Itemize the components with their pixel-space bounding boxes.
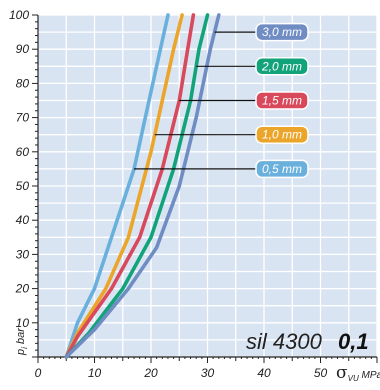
y-tick-label: 20 [15, 282, 30, 296]
x-axis-label: σVU MPa [336, 363, 380, 383]
series-badge [255, 91, 309, 110]
series-badge [255, 57, 309, 76]
product-label: sil 4300 [246, 329, 323, 354]
x-tick-label: 40 [257, 366, 271, 380]
series-badge-label: 2,0 mm [261, 59, 302, 73]
series-line [64, 13, 221, 359]
series-badge-label: 1,5 mm [262, 94, 302, 108]
series-line [64, 13, 210, 359]
x-tick-label: 10 [88, 366, 102, 380]
x-tick-label: 30 [201, 366, 215, 380]
series-badge-label: 1,0 mm [262, 128, 302, 142]
callouts: 0,5 mm 1,0 mm 1,5 mm 2,0 mm 3,0 mm [134, 22, 309, 179]
y-tick-label: 70 [16, 111, 30, 125]
series-badge [255, 159, 309, 179]
y-tick-label: 80 [16, 76, 30, 90]
x-tick-label: 20 [143, 366, 158, 380]
y-tick-label: 100 [9, 8, 29, 22]
series-badge-label: 3,0 mm [262, 25, 302, 39]
series-lines [64, 13, 221, 359]
axis-labels: 10 20 30 40 50 60 70 80 90 100 0 10 20 30 40 50 pi bar σV… [9, 8, 380, 383]
x-tick-label: 0 [35, 366, 42, 380]
y-tick-label: 50 [16, 179, 30, 193]
series-badge [255, 125, 309, 144]
y-tick-label: 30 [16, 247, 30, 261]
series-line [64, 13, 170, 359]
y-tick-label: 90 [16, 42, 30, 56]
y-tick-label: 10 [16, 316, 30, 330]
value-label: 0,1 [338, 329, 369, 354]
y-axis-label: pi bar [15, 327, 29, 356]
series-badge [255, 22, 309, 42]
y-tick-label: 40 [16, 213, 30, 227]
x-tick-label: 50 [314, 366, 328, 380]
series-line [64, 13, 184, 359]
series-line [64, 13, 196, 359]
axes [32, 14, 378, 363]
y-tick-label: 60 [16, 145, 30, 159]
series-badge-label: 0,5 mm [262, 162, 302, 176]
